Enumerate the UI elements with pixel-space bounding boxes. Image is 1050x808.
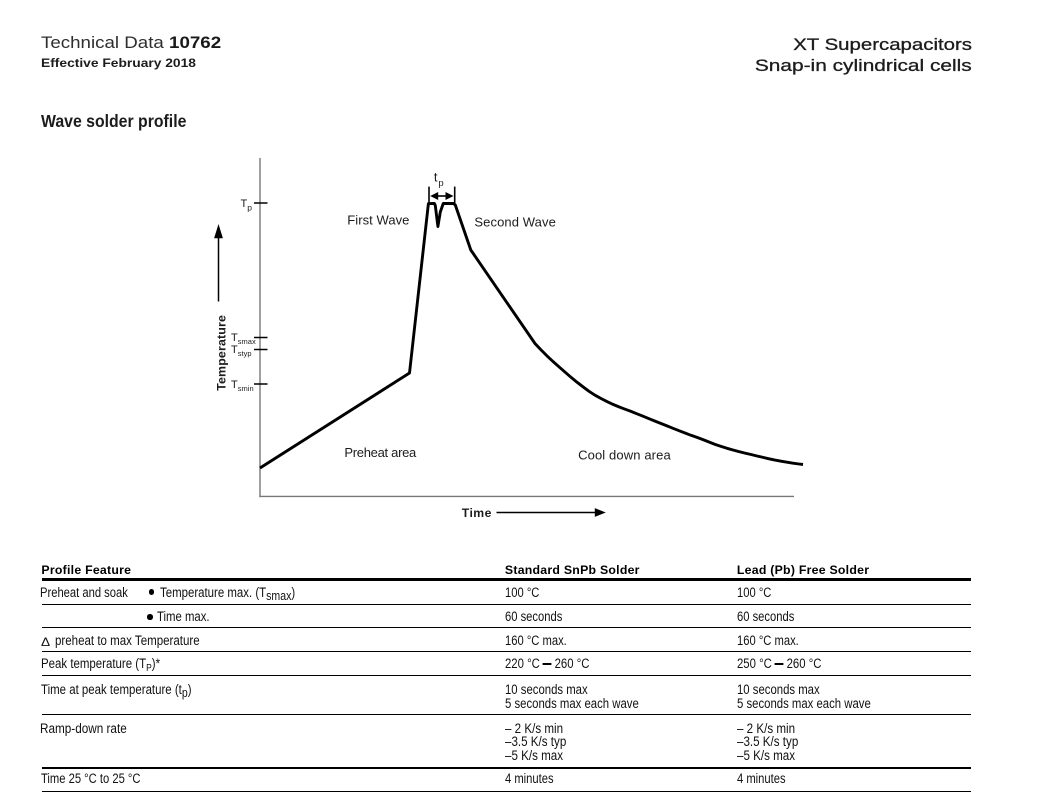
svg-text:smax: smax (238, 337, 256, 346)
svg-text:Temperature: Temperature (215, 315, 229, 391)
svg-text:styp: styp (238, 349, 252, 358)
svg-text:T: T (231, 379, 238, 391)
svg-text:p: p (438, 178, 443, 189)
svg-text:First Wave: First Wave (347, 212, 409, 227)
svg-text:smin: smin (238, 384, 254, 393)
svg-text:T: T (231, 332, 238, 344)
svg-text:Preheat area: Preheat area (344, 445, 417, 460)
svg-text:T: T (231, 344, 238, 356)
svg-text:Cool down area: Cool down area (578, 448, 671, 463)
svg-text:T: T (241, 198, 248, 210)
svg-text:Second Wave: Second Wave (474, 214, 556, 229)
svg-text:Time: Time (462, 506, 492, 520)
svg-text:p: p (247, 203, 252, 213)
svg-text:t: t (434, 169, 438, 184)
